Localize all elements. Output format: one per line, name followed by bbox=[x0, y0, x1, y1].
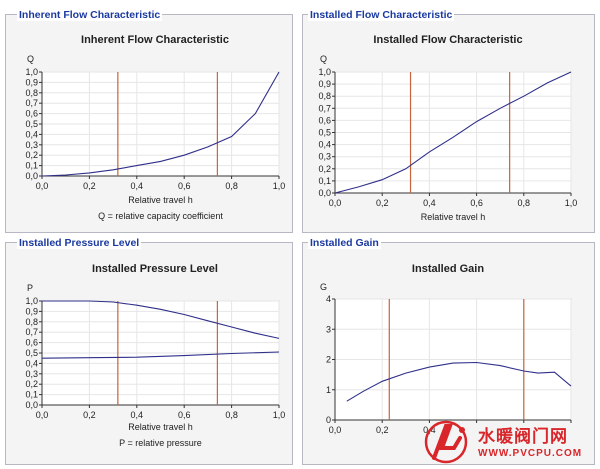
y-tick-label: 0,0 bbox=[25, 400, 38, 410]
chart-title: Installed Pressure Level bbox=[92, 263, 218, 275]
x-tick-label: 0,6 bbox=[178, 181, 191, 191]
y-axis-label: Q bbox=[320, 54, 327, 64]
y-tick-label: 0,4 bbox=[25, 129, 38, 139]
chart-footnote: P = relative pressure bbox=[119, 438, 202, 448]
x-tick-label: 1,0 bbox=[273, 410, 286, 420]
y-tick-label: 3 bbox=[326, 324, 331, 334]
x-tick-label: 0,6 bbox=[470, 198, 483, 208]
panel-legend: Installed Flow Characteristic bbox=[308, 9, 455, 21]
y-axis-label: Q bbox=[27, 54, 34, 64]
y-tick-label: 0,0 bbox=[318, 188, 331, 198]
y-tick-label: 0,7 bbox=[25, 327, 38, 337]
watermark-text: 水暖阀门网 bbox=[478, 427, 568, 447]
x-tick-label: 0,8 bbox=[225, 181, 238, 191]
panel-legend: Installed Gain bbox=[308, 237, 381, 249]
y-axis-label: G bbox=[320, 282, 327, 292]
chart-footnote: Q = relative capacity coefficient bbox=[98, 211, 223, 221]
x-tick-label: 0,8 bbox=[225, 410, 238, 420]
y-tick-label: 1,0 bbox=[318, 67, 331, 77]
y-tick-label: 1,0 bbox=[25, 67, 38, 77]
y-tick-label: 1,0 bbox=[25, 296, 38, 306]
series-line bbox=[334, 71, 572, 194]
watermark-emblem-icon bbox=[424, 420, 468, 464]
y-tick-label: 0,8 bbox=[25, 317, 38, 327]
x-tick-label: 0,8 bbox=[518, 198, 531, 208]
y-tick-label: 0 bbox=[326, 415, 331, 425]
y-tick-label: 0,1 bbox=[25, 161, 38, 171]
y-axis-label: P bbox=[27, 283, 33, 293]
x-axis-label: Relative travel h bbox=[128, 422, 193, 432]
panel-legend: Inherent Flow Characteristic bbox=[17, 9, 163, 21]
y-tick-label: 0,3 bbox=[318, 152, 331, 162]
x-tick-label: 0,2 bbox=[376, 425, 389, 435]
x-tick-label: 1,0 bbox=[273, 181, 286, 191]
x-axis-label: Relative travel h bbox=[128, 195, 193, 205]
y-tick-label: 0,0 bbox=[25, 171, 38, 181]
series-line bbox=[42, 300, 280, 339]
x-tick-label: 0,0 bbox=[329, 425, 342, 435]
y-tick-label: 0,2 bbox=[318, 164, 331, 174]
series-line bbox=[41, 351, 280, 359]
x-tick-label: 0,2 bbox=[83, 181, 96, 191]
y-tick-label: 0,8 bbox=[25, 88, 38, 98]
y-tick-label: 0,5 bbox=[25, 119, 38, 129]
x-tick-label: 0,2 bbox=[376, 198, 389, 208]
x-tick-label: 1,0 bbox=[565, 198, 578, 208]
watermark-url: WWW.PVCPU.COM bbox=[478, 448, 583, 459]
y-tick-label: 4 bbox=[326, 294, 331, 304]
x-tick-label: 0,4 bbox=[131, 181, 144, 191]
x-tick-label: 0,0 bbox=[329, 198, 342, 208]
y-tick-label: 0,6 bbox=[25, 338, 38, 348]
y-tick-label: 0,7 bbox=[25, 98, 38, 108]
y-tick-label: 0,6 bbox=[318, 115, 331, 125]
y-tick-label: 0,6 bbox=[25, 109, 38, 119]
y-tick-label: 0,3 bbox=[25, 369, 38, 379]
chart-title: Installed Flow Characteristic bbox=[373, 34, 522, 46]
y-tick-label: 2 bbox=[326, 355, 331, 365]
x-tick-label: 0,6 bbox=[178, 410, 191, 420]
y-tick-label: 0,5 bbox=[25, 348, 38, 358]
chart-title: Installed Gain bbox=[412, 263, 484, 275]
chart-title: Inherent Flow Characteristic bbox=[81, 34, 229, 46]
y-tick-label: 0,5 bbox=[318, 128, 331, 138]
y-tick-label: 0,9 bbox=[25, 77, 38, 87]
y-tick-label: 0,2 bbox=[25, 379, 38, 389]
y-tick-label: 0,9 bbox=[318, 79, 331, 89]
x-tick-label: 0,0 bbox=[36, 410, 49, 420]
series-line bbox=[346, 361, 572, 402]
panel-legend: Installed Pressure Level bbox=[17, 237, 142, 249]
y-tick-label: 0,1 bbox=[25, 390, 38, 400]
y-tick-label: 0,7 bbox=[318, 103, 331, 113]
x-tick-label: 0,4 bbox=[131, 410, 144, 420]
y-tick-label: 0,3 bbox=[25, 140, 38, 150]
x-tick-label: 0,0 bbox=[36, 181, 49, 191]
watermark-logo: 水暖阀门网 WWW.PVCPU.COM bbox=[420, 418, 598, 466]
y-tick-label: 0,2 bbox=[25, 150, 38, 160]
y-tick-label: 0,8 bbox=[318, 91, 331, 101]
y-tick-label: 0,4 bbox=[318, 140, 331, 150]
x-axis-label: Relative travel h bbox=[421, 212, 486, 222]
y-tick-label: 0,9 bbox=[25, 306, 38, 316]
series-line bbox=[41, 71, 280, 177]
y-tick-label: 1 bbox=[326, 385, 331, 395]
x-tick-label: 0,4 bbox=[423, 198, 436, 208]
y-tick-label: 0,4 bbox=[25, 358, 38, 368]
y-tick-label: 0,1 bbox=[318, 176, 331, 186]
x-tick-label: 0,2 bbox=[83, 410, 96, 420]
